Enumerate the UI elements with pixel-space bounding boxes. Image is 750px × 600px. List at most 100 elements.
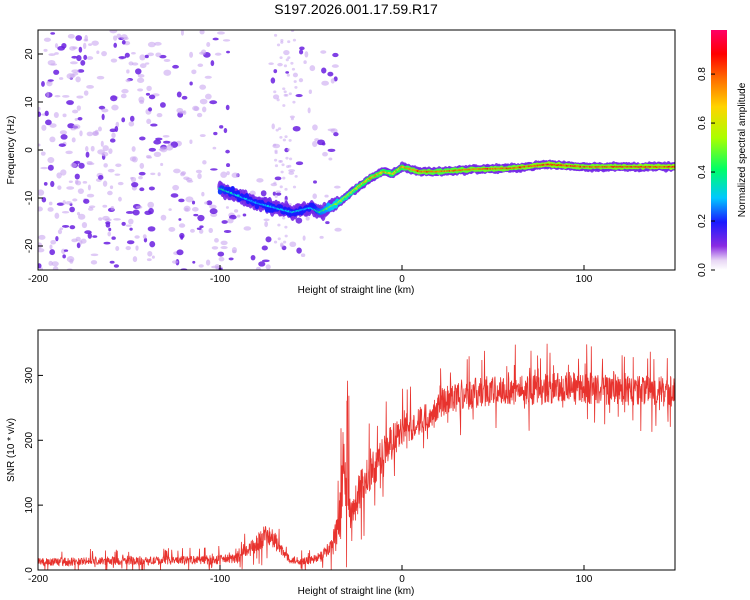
spectrogram-speckle: [243, 226, 252, 231]
spectrogram-speckle: [114, 173, 121, 176]
spectrogram-speckle: [154, 41, 162, 46]
spectrogram-speckle: [331, 64, 339, 68]
spectrogram-speckle: [54, 43, 59, 49]
spectrogram-speckle: [209, 100, 218, 105]
spectrogram-speckle: [214, 238, 219, 243]
spectrogram-speckle: [148, 186, 155, 191]
spectrogram-speckle: [277, 237, 281, 241]
spectrogram-speckle: [168, 227, 176, 232]
spectrogram-speckle: [330, 128, 338, 134]
spectrogram-speckle: [150, 123, 158, 127]
spectrogram-speckle: [223, 229, 232, 233]
colorbar-gradient: [711, 30, 727, 270]
spectrogram-speckle: [142, 234, 147, 239]
spectrogram-speckle: [62, 94, 70, 98]
spectrogram-speckle: [71, 109, 79, 114]
spectrogram-speckle: [227, 218, 234, 224]
spectrogram-speckle: [86, 56, 94, 60]
spectrogram-speckle: [223, 127, 228, 134]
spectrogram-speckle: [49, 249, 56, 256]
spectrogram-speckle: [275, 128, 279, 132]
spectrogram-speckle: [38, 143, 41, 147]
spectrogram-speckle: [58, 143, 66, 147]
spectrogram-speckle: [113, 35, 118, 41]
spectrogram-speckle: [98, 105, 106, 110]
spectrogram-speckle: [292, 185, 297, 189]
spectrogram-plot-area: [38, 30, 675, 270]
spectrogram-speckle: [195, 169, 202, 174]
spectrogram-speckle: [205, 259, 211, 266]
spectrogram-speckle: [255, 266, 261, 270]
spectrogram-speckle: [201, 49, 207, 55]
spectrogram-speckle: [280, 38, 284, 42]
spectrogram-speckle: [146, 258, 152, 262]
spectrogram-speckle: [199, 225, 204, 229]
spectrogram-speckle: [290, 117, 294, 121]
spectrogram-speckle: [288, 157, 293, 161]
spectrogram-speckle: [101, 108, 109, 113]
snr-y-axis: 0 100 200 300: [24, 367, 43, 573]
spectrogram-speckle: [55, 235, 59, 242]
spectrogram-speckle: [62, 200, 66, 205]
spectrogram-speckle: [285, 71, 290, 74]
spectrogram-speckle: [198, 228, 204, 234]
spectrogram-speckle: [197, 214, 205, 222]
spectrogram-speckle: [40, 151, 46, 156]
spectrogram-speckle: [218, 267, 223, 270]
spectrogram-speckle: [38, 248, 45, 253]
spectrogram-speckle: [96, 50, 100, 55]
spectrogram-speckle: [147, 41, 156, 48]
spectrogram-speckle: [125, 245, 131, 251]
spectrogram-speckle: [209, 208, 218, 215]
spectrogram-speckle: [107, 168, 115, 173]
spectrogram-speckle: [51, 261, 59, 267]
spectrogram-speckle: [292, 100, 296, 104]
spectrogram-speckle: [132, 209, 140, 216]
y-tick-label: -10: [24, 190, 35, 205]
spectrogram-speckle: [103, 241, 111, 245]
spectrogram-speckle: [196, 112, 203, 118]
spectrogram-speckle: [302, 235, 306, 241]
spectrogram-speckle: [76, 54, 82, 62]
spectrogram-speckle: [54, 52, 59, 55]
spectrogram-speckle: [109, 185, 114, 190]
spectrogram-speckle: [121, 117, 126, 123]
spectrogram-speckle: [81, 221, 88, 229]
spectrogram-speckle: [110, 205, 115, 211]
spectrogram-speckle: [268, 62, 274, 66]
spectrogram-speckle: [107, 231, 112, 237]
spectrogram-speckle: [116, 33, 122, 39]
spectrogram-speckle: [212, 146, 217, 150]
spectrogram-speckle: [60, 134, 68, 140]
spectrogram-speckle: [66, 73, 75, 80]
spectrogram-speckle: [290, 61, 294, 65]
spectrogram-speckle: [74, 173, 80, 180]
spectrogram-speckle: [180, 172, 186, 177]
spectrogram-speckle: [121, 221, 126, 226]
spectrogram-speckle: [38, 263, 42, 269]
spectrogram-speckle: [110, 58, 118, 63]
spectrogram-speckle: [206, 41, 211, 48]
spectrogram-speckle: [168, 208, 172, 211]
spectrogram-speckle: [226, 171, 230, 176]
spectrogram-speckle: [80, 59, 86, 66]
spectrogram-speckle: [70, 162, 77, 168]
spectrogram-speckle: [285, 58, 289, 62]
x-tick-label: 100: [576, 274, 593, 285]
spectrogram-speckle: [193, 106, 200, 112]
spectrogram-speckle: [146, 85, 152, 92]
y-tick-label: 200: [24, 431, 35, 448]
spectrogram-speckle: [146, 118, 152, 125]
spectrogram-speckle: [204, 93, 212, 100]
spectrogram-speckle: [231, 246, 237, 254]
spectrogram-speckle: [50, 240, 57, 245]
spectrogram-speckle: [145, 92, 151, 96]
spectrogram-speckle: [139, 54, 146, 61]
x-tick-label: 0: [399, 574, 405, 585]
spectrogram-speckle: [307, 107, 311, 114]
spectrogram-speckle: [65, 150, 73, 155]
spectrogram-speckle: [114, 126, 119, 133]
spectrogram-speckle: [199, 30, 205, 35]
spectrogram-speckle: [210, 60, 215, 67]
